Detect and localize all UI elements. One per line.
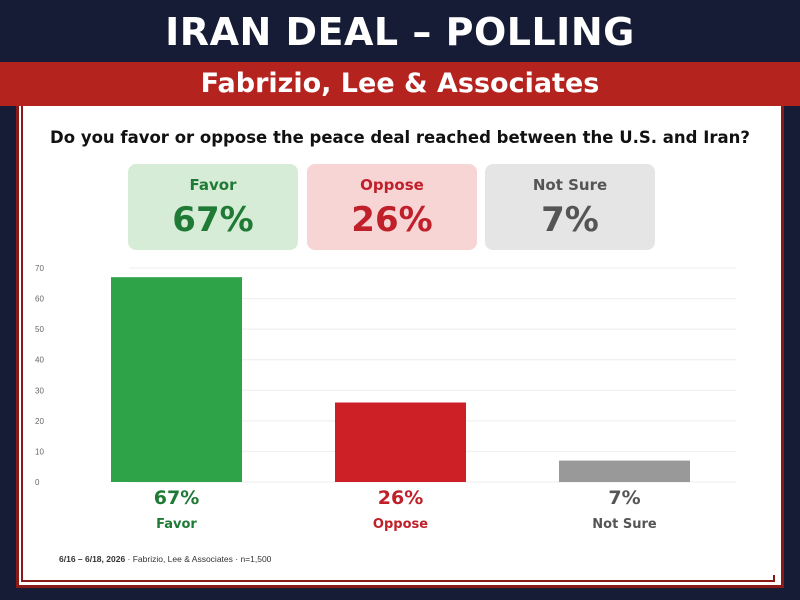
- bar-favor: [111, 277, 242, 482]
- y-tick-label-10: 10: [35, 447, 44, 456]
- footnote-source: · Fabrizio, Lee & Associates · n=1,500: [125, 554, 272, 564]
- y-tick-label-40: 40: [35, 356, 44, 365]
- summary-label-favor: Favor: [189, 176, 237, 194]
- category-label-not-sure: Not Sure: [592, 517, 657, 532]
- category-label-favor: Favor: [156, 517, 197, 532]
- category-label-oppose: Oppose: [373, 517, 428, 532]
- y-tick-label-30: 30: [35, 386, 44, 395]
- summary-box-favor: Favor 67%: [128, 164, 298, 250]
- summary-label-not-sure: Not Sure: [532, 176, 608, 194]
- bar-oppose: [335, 402, 466, 482]
- footnote-dates: 6/16 – 6/18, 2026: [59, 554, 126, 564]
- bar-chart: 0 10 20 30 40 50 60 70 67% Favor 26% Oppose 7% Not Su…: [35, 264, 736, 532]
- poll-question: Do you favor or oppose the peace deal re…: [50, 128, 750, 147]
- bar-not-sure: [559, 460, 690, 482]
- summary-box-not-sure: Not Sure 7%: [485, 164, 655, 250]
- data-label-favor: 67%: [154, 487, 199, 509]
- y-tick-label-20: 20: [35, 417, 44, 426]
- y-tick-label-50: 50: [35, 325, 44, 334]
- y-tick-label-70: 70: [35, 264, 44, 273]
- y-tick-label-0: 0: [35, 478, 40, 487]
- summary-label-oppose: Oppose: [360, 176, 424, 194]
- summary-value-favor: 67%: [172, 200, 254, 240]
- chart-card: Do you favor or oppose the peace deal re…: [24, 106, 776, 575]
- main-title: IRAN DEAL – POLLING: [165, 10, 635, 54]
- data-label-oppose: 26%: [378, 487, 423, 509]
- data-label-not-sure: 7%: [608, 487, 640, 509]
- summary-box-oppose: Oppose 26%: [307, 164, 477, 250]
- y-tick-label-60: 60: [35, 295, 44, 304]
- summary-value-not-sure: 7%: [541, 200, 599, 240]
- summary-value-oppose: 26%: [351, 200, 433, 240]
- footnote: 6/16 – 6/18, 2026 · Fabrizio, Lee & Asso…: [59, 554, 271, 564]
- pollster-banner: Fabrizio, Lee & Associates: [0, 62, 800, 106]
